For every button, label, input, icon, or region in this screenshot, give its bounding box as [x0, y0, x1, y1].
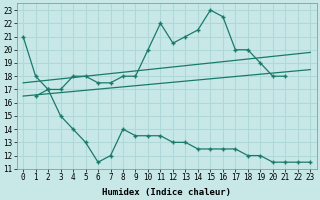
X-axis label: Humidex (Indice chaleur): Humidex (Indice chaleur) [102, 188, 231, 197]
